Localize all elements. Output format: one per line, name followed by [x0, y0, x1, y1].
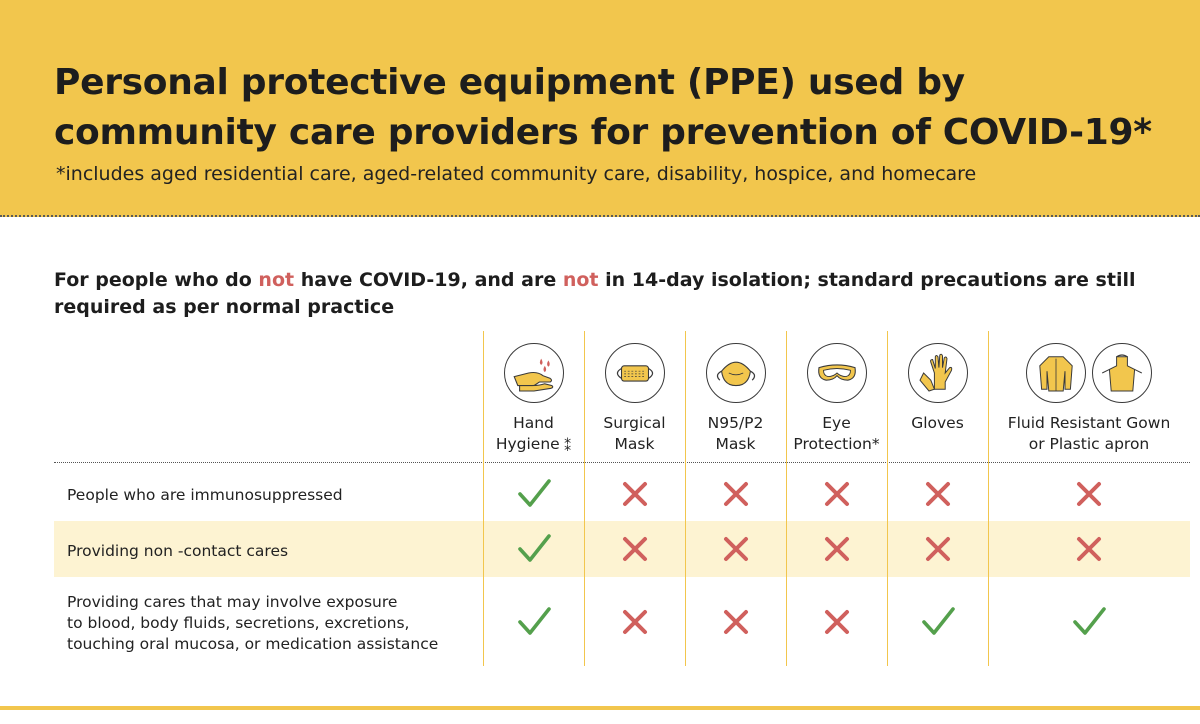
column-icons	[786, 343, 887, 405]
row-label-line: Providing non -contact cares	[67, 542, 289, 560]
gloves-icon	[907, 343, 968, 403]
column-label-line-1: N95/P2	[707, 414, 764, 432]
apron-icon	[1092, 343, 1152, 403]
row-label-line: touching oral mucosa, or medication assi…	[67, 635, 439, 653]
column-separator	[483, 331, 484, 666]
column-label: Fluid Resistant Gown or Plastic apron	[988, 413, 1190, 455]
column-separator	[685, 331, 686, 666]
row-label-line: Providing cares that may involve exposur…	[67, 593, 398, 611]
check-icon	[514, 529, 554, 569]
column-label-line-1: Surgical	[603, 414, 666, 432]
check-icon	[918, 602, 958, 642]
cross-icon	[1069, 529, 1109, 569]
cross-icon	[615, 602, 655, 642]
column-separator	[786, 331, 787, 666]
row-label: Providing non -contact cares	[67, 541, 288, 562]
column-label: N95/P2 Mask	[685, 413, 786, 455]
column-header: N95/P2 Mask	[685, 331, 786, 462]
column-label-line-2: Mask	[715, 435, 756, 453]
column-label: Eye Protection*	[786, 413, 887, 455]
cross-icon	[716, 602, 756, 642]
heading-text: have COVID-19, and are	[294, 269, 563, 291]
title-line-2: community care providers for prevention …	[54, 112, 1152, 153]
column-label-line-1: Hand	[513, 414, 554, 432]
header-banner: Personal protective equipment (PPE) used…	[0, 0, 1200, 217]
column-icons	[685, 343, 786, 405]
column-label-line-2: Protection*	[793, 435, 880, 453]
cross-icon	[918, 474, 958, 514]
cross-icon	[716, 474, 756, 514]
column-label-line-2: Hygiene ⁑	[495, 435, 572, 455]
section-heading-line-1: For people who do not have COVID-19, and…	[54, 267, 1174, 294]
column-separator	[988, 331, 989, 666]
cross-icon	[817, 474, 857, 514]
ppe-table: Hand Hygiene ⁑ Surgical Mask N95/P2 Mask Eye Pr…	[54, 331, 1190, 666]
column-icons	[887, 343, 988, 405]
page-title: Personal protective equipment (PPE) used…	[54, 58, 1194, 158]
row-label-line: to blood, body fluids, secretions, excre…	[67, 614, 410, 632]
column-label-line-1: Fluid Resistant Gown	[1007, 414, 1171, 432]
hand-washing-icon	[503, 343, 564, 403]
row-shading	[54, 521, 1190, 577]
row-label: People who are immunosuppressed	[67, 485, 343, 506]
heading-emphasis-not: not	[258, 269, 295, 291]
cross-icon	[817, 602, 857, 642]
column-label-line-1: Gloves	[911, 414, 964, 432]
n95-mask-icon	[705, 343, 766, 403]
column-header: Fluid Resistant Gown or Plastic apron	[988, 331, 1190, 462]
column-label-line-1: Eye	[822, 414, 851, 432]
check-icon	[514, 602, 554, 642]
header-divider	[54, 462, 1190, 463]
section-heading: For people who do not have COVID-19, and…	[54, 267, 1174, 321]
column-header: Eye Protection*	[786, 331, 887, 462]
check-icon	[514, 474, 554, 514]
cross-icon	[1069, 474, 1109, 514]
bottom-rule	[0, 706, 1200, 710]
column-separator	[887, 331, 888, 666]
heading-text: For people who do	[54, 269, 259, 291]
cross-icon	[918, 529, 958, 569]
column-label: Surgical Mask	[584, 413, 685, 455]
footnote-marker: ⁑	[559, 439, 572, 455]
column-icons	[988, 343, 1190, 405]
cross-icon	[615, 529, 655, 569]
check-icon	[1069, 602, 1109, 642]
heading-text: in 14-day isolation; standard precaution…	[598, 269, 1136, 291]
column-label-line-2: or Plastic apron	[1028, 435, 1150, 453]
column-separator	[584, 331, 585, 666]
column-icons	[483, 343, 584, 405]
cross-icon	[716, 529, 756, 569]
column-header: Hand Hygiene ⁑	[483, 331, 584, 462]
column-label: Hand Hygiene ⁑	[483, 413, 584, 458]
cross-icon	[817, 529, 857, 569]
cross-icon	[615, 474, 655, 514]
title-line-1: Personal protective equipment (PPE) used…	[54, 62, 965, 103]
row-label: Providing cares that may involve exposur…	[67, 592, 438, 655]
surgical-mask-icon	[604, 343, 665, 403]
column-icons	[584, 343, 685, 405]
section-heading-line-2: required as per normal practice	[54, 296, 395, 318]
column-label-line-2: Mask	[614, 435, 655, 453]
column-header: Gloves	[887, 331, 988, 462]
page-subtitle: *includes aged residential care, aged-re…	[56, 163, 977, 185]
goggles-icon	[806, 343, 867, 403]
heading-emphasis-not: not	[562, 269, 599, 291]
gown-icon	[1026, 343, 1086, 403]
column-header: Surgical Mask	[584, 331, 685, 462]
column-label: Gloves	[887, 413, 988, 434]
row-label-line: People who are immunosuppressed	[67, 486, 343, 504]
